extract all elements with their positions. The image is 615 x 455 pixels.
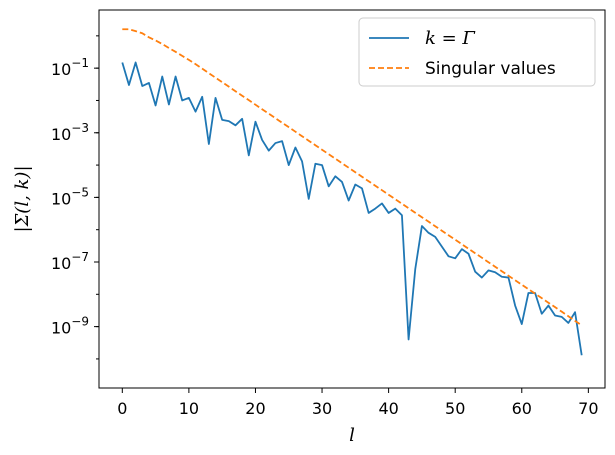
y-tick-label: 10−5 (51, 185, 89, 208)
series-layer (121, 28, 583, 356)
y-tick-label: 10−7 (51, 250, 89, 273)
legend-label-singular-values: Singular values (425, 59, 556, 79)
y-axis-label: |Σ(l, k)| (12, 165, 33, 232)
x-tick-label: 20 (245, 399, 265, 418)
legend-box (358, 17, 596, 87)
y-tick-label: 10−1 (51, 56, 89, 79)
y-tick-label: 10−3 (51, 121, 89, 144)
x-tick-label: 0 (117, 399, 127, 418)
x-tick-label: 40 (378, 399, 398, 418)
x-tick-label: 60 (512, 399, 532, 418)
tick-marks (94, 35, 589, 393)
legend: k = Γ Singular values (358, 17, 596, 87)
series-line-k-gamma (121, 61, 583, 356)
x-tick-labels: 0 10 20 30 40 50 60 70 (117, 399, 598, 418)
x-tick-label: 10 (179, 399, 199, 418)
x-tick-label: 30 (312, 399, 332, 418)
plot-frame (98, 9, 606, 389)
y-tick-label: 10−9 (51, 315, 89, 338)
x-axis-label: l (349, 425, 355, 446)
y-tick-labels: 10−9 10−7 10−5 10−3 10−1 (51, 56, 89, 337)
x-tick-label: 70 (578, 399, 598, 418)
x-tick-label: 50 (445, 399, 465, 418)
series-line-singular-values (122, 28, 583, 327)
legend-label-k-gamma: k = Γ (425, 28, 476, 49)
